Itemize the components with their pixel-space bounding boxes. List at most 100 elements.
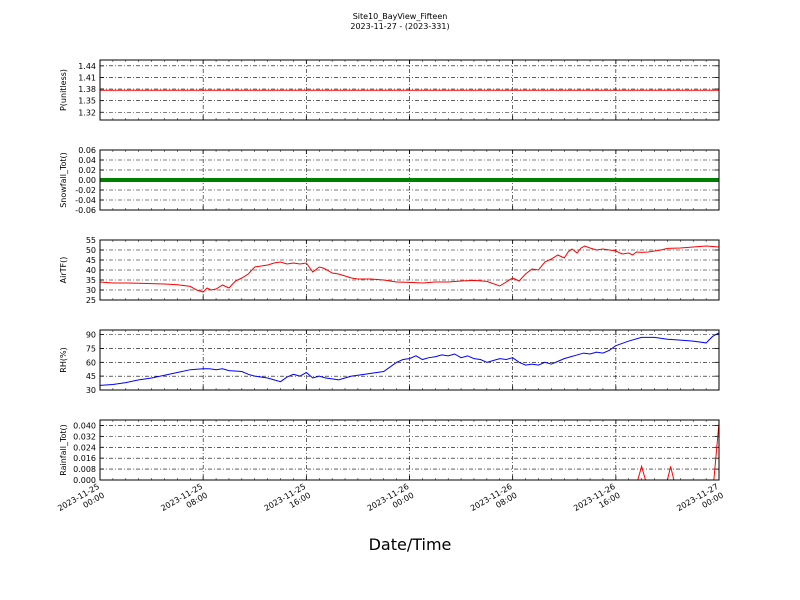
series-point: [323, 178, 328, 182]
series-point: [372, 178, 377, 182]
series-line: [100, 245, 719, 293]
y-tick-label: 35: [86, 276, 96, 285]
series-point: [410, 178, 415, 182]
y-tick-label: 1.41: [78, 73, 96, 82]
series-point: [613, 178, 618, 182]
series-point: [381, 178, 386, 182]
series-point: [704, 178, 709, 182]
series-point: [291, 178, 296, 182]
series-point: [288, 178, 293, 182]
y-tick-label: 1.35: [78, 97, 96, 106]
series-point: [533, 178, 538, 182]
series-point: [707, 178, 712, 182]
series-point: [694, 178, 699, 182]
panel-4: 30 45 60 75 90 RH(%): [59, 329, 720, 395]
series-point: [413, 178, 418, 182]
series-point: [678, 178, 683, 182]
series-point: [117, 178, 122, 182]
y-tick-label: 55: [86, 236, 96, 245]
y-tick-label: 90: [86, 331, 96, 340]
series-point: [449, 178, 454, 182]
series-point: [642, 178, 647, 182]
y-tick-label: 25: [86, 296, 96, 305]
series-point: [391, 178, 396, 182]
series-point: [330, 178, 335, 182]
y-tick-label: 1.44: [78, 62, 96, 71]
series-point: [272, 178, 277, 182]
series-point: [188, 178, 193, 182]
series-group: [100, 422, 719, 480]
series-point: [691, 178, 696, 182]
series-point: [488, 178, 493, 182]
series-point: [127, 178, 132, 182]
series-point: [143, 178, 148, 182]
series-point: [278, 178, 283, 182]
series-point: [246, 178, 251, 182]
panel-frame: [99, 329, 720, 391]
series-point: [459, 178, 464, 182]
series-point: [178, 178, 183, 182]
series-point: [539, 178, 544, 182]
series-point: [262, 178, 267, 182]
series-point: [668, 178, 673, 182]
series-point: [597, 178, 602, 182]
series-point: [233, 178, 238, 182]
panel-2: -0.06-0.04-0.020.000.020.040.06 Snowfall_…: [59, 146, 720, 215]
series-point: [185, 178, 190, 182]
series-point: [384, 178, 389, 182]
series-point: [617, 178, 622, 182]
series-point: [401, 178, 406, 182]
series-point: [223, 178, 228, 182]
series-point: [314, 178, 319, 182]
series-point: [104, 178, 109, 182]
series-point: [252, 178, 257, 182]
series-point: [165, 178, 170, 182]
series-point: [555, 178, 560, 182]
series-point: [407, 178, 412, 182]
series-point: [136, 178, 141, 182]
series-point: [655, 178, 660, 182]
panel-1: 1.32 1.35 1.38 1.41 1.44 P(unitless): [59, 59, 720, 121]
series-point: [546, 178, 551, 182]
series-point: [526, 178, 531, 182]
y-tick-label: 0.00: [78, 176, 96, 185]
series-point: [217, 178, 222, 182]
y-tick-label: 45: [86, 256, 96, 265]
series-point: [649, 178, 654, 182]
series-point: [133, 178, 138, 182]
series-point: [175, 178, 180, 182]
panels-group: 1.321.351.381.411.44P(unitless)-0.06-0.0…: [59, 59, 720, 485]
series-point: [484, 178, 489, 182]
series-point: [320, 178, 325, 182]
series-point: [304, 178, 309, 182]
series-point: [146, 178, 151, 182]
series-point: [297, 178, 302, 182]
series-point: [255, 178, 260, 182]
y-tick-label: 0.06: [78, 146, 96, 155]
series-point: [210, 178, 215, 182]
series-point: [317, 178, 322, 182]
series-point: [517, 178, 522, 182]
y-tick-label: -0.06: [75, 206, 96, 215]
series-point: [687, 178, 692, 182]
series-point: [700, 178, 705, 182]
series-point: [639, 178, 644, 182]
y-tick-label: 0.040: [73, 421, 96, 430]
series-point: [491, 178, 496, 182]
series-point: [194, 178, 199, 182]
series-point: [462, 178, 467, 182]
series-point: [339, 178, 344, 182]
y-axis-label: RH(%): [59, 347, 68, 372]
y-tick-label: 0.008: [73, 465, 96, 474]
y-tick-label: 1.38: [78, 85, 96, 94]
series-point: [265, 178, 270, 182]
series-point: [507, 178, 512, 182]
series-point: [249, 178, 254, 182]
y-tick-label: -0.02: [75, 186, 96, 195]
series-point: [604, 178, 609, 182]
y-axis-label: P(unitless): [59, 69, 68, 111]
series-point: [259, 178, 264, 182]
series-point: [626, 178, 631, 182]
series-point: [520, 178, 525, 182]
